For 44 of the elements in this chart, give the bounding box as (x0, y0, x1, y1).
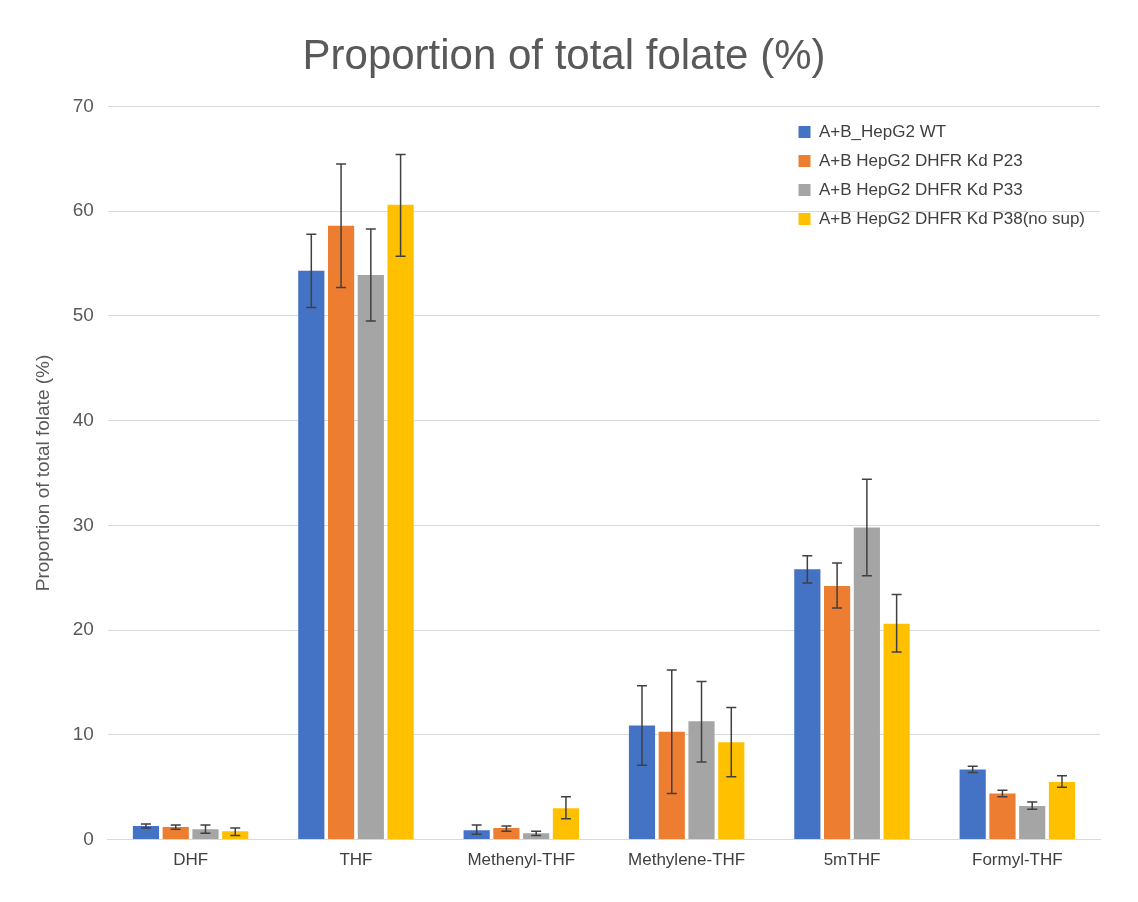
y-tick-label: 60 (72, 199, 94, 221)
x-tick-label: Methylene-THF (628, 850, 746, 870)
bar (493, 828, 520, 840)
bar (298, 270, 325, 840)
x-tick-label: Methenyl-THF (467, 850, 576, 870)
bar (824, 586, 851, 840)
y-tick-label: 40 (72, 408, 94, 430)
legend-label: A+B_HepG2 WT (819, 121, 947, 141)
bar (552, 808, 580, 840)
legend-label: A+B HepG2 DHFR Kd P33 (819, 179, 1023, 199)
y-tick-label: 20 (72, 618, 94, 640)
bar (192, 829, 219, 840)
y-axis-title: Proportion of total folate (%) (31, 354, 53, 592)
bar (463, 830, 490, 840)
x-tick-label: 5mTHF (823, 850, 881, 870)
bar (688, 721, 715, 840)
y-tick-label: 0 (83, 827, 94, 849)
x-tick-label: THF (339, 850, 373, 870)
bar (327, 225, 355, 840)
legend-label: A+B HepG2 DHFR Kd P23 (819, 150, 1023, 170)
bar (387, 204, 414, 840)
bar (718, 742, 745, 840)
bar (1048, 781, 1076, 840)
bar (162, 827, 189, 840)
legend-label: A+B HepG2 DHFR Kd P38(no sup) (819, 208, 1085, 228)
bar (883, 623, 910, 840)
y-tick-label: 70 (72, 94, 94, 116)
x-tick-label: DHF (173, 850, 209, 870)
bar (628, 725, 656, 840)
bar (1019, 806, 1046, 840)
y-tick-label: 30 (72, 513, 94, 535)
bar (523, 833, 550, 840)
bar (989, 793, 1016, 840)
bar (658, 731, 685, 840)
bar (222, 831, 249, 840)
bar (959, 769, 986, 840)
chart-title: Proportion of total folate (%) (302, 30, 826, 78)
bar (794, 569, 821, 840)
y-tick-label: 10 (72, 723, 94, 745)
x-tick-label: Formyl-THF (972, 850, 1063, 870)
bar (853, 527, 880, 840)
bar (357, 275, 384, 840)
bar (132, 825, 160, 840)
y-tick-label: 50 (72, 304, 94, 326)
